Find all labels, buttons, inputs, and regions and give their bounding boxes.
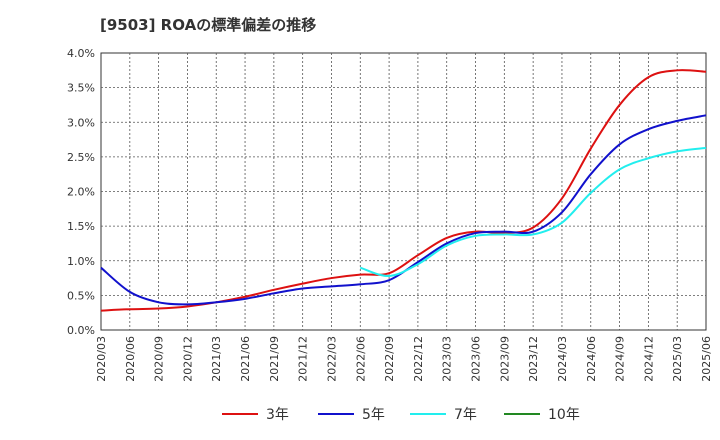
grid-lines (101, 53, 706, 330)
y-tick-label: 3.0% (67, 116, 95, 129)
x-tick-label: 2024/06 (585, 336, 598, 382)
x-tick-label: 2023/06 (470, 336, 483, 382)
y-tick-label: 0.0% (67, 324, 95, 337)
x-tick-label: 2023/03 (441, 336, 454, 382)
x-tick-label: 2020/09 (153, 336, 166, 382)
x-tick-label: 2022/09 (383, 336, 396, 382)
x-tick-label: 2022/03 (325, 336, 338, 382)
x-tick-label: 2020/06 (124, 336, 137, 382)
y-tick-label: 0.5% (67, 289, 95, 302)
x-tick-label: 2024/12 (642, 336, 655, 382)
y-tick-label: 4.0% (67, 47, 95, 60)
x-tick-label: 2020/12 (181, 336, 194, 382)
y-tick-label: 2.0% (67, 186, 95, 199)
legend: 3年 5年 7年 10年 (222, 407, 580, 423)
x-tick-label: 2021/12 (297, 336, 310, 382)
y-tick-label: 2.5% (67, 151, 95, 164)
x-tick-label: 2024/09 (614, 336, 627, 382)
x-tick-label: 2023/09 (498, 336, 511, 382)
series-lines (100, 69, 707, 312)
x-tick-label: 2024/03 (556, 336, 569, 382)
x-tick-label: 2021/09 (268, 336, 281, 382)
x-tick-label: 2021/03 (210, 336, 223, 382)
legend-label: 7年 (454, 407, 477, 423)
y-axis-ticks: 0.0% 0.5% 1.0% 1.5% 2.0% 2.5% 3.0% 3.5% 4.0% (67, 47, 95, 337)
x-tick-label: 2021/06 (239, 336, 252, 382)
legend-label: 5年 (362, 407, 385, 423)
y-tick-label: 3.5% (67, 82, 95, 95)
x-tick-label: 2020/03 (95, 336, 108, 382)
y-tick-label: 1.0% (67, 255, 95, 268)
x-tick-label: 2022/06 (354, 336, 367, 382)
x-tick-label: 2025/06 (700, 336, 713, 382)
legend-label: 10年 (548, 407, 580, 423)
x-tick-label: 2023/12 (527, 336, 540, 382)
chart-title: [9503] ROAの標準偏差の推移 (100, 16, 317, 34)
plot-area (100, 52, 707, 331)
series-line (359, 146, 707, 277)
x-tick-label: 2022/12 (412, 336, 425, 382)
x-tick-label: 2025/03 (671, 336, 684, 382)
x-axis-ticks: 2020/03 2020/06 2020/09 2020/12 2021/03 2021/… (95, 336, 713, 382)
y-tick-label: 1.5% (67, 220, 95, 233)
legend-label: 3年 (266, 407, 289, 423)
